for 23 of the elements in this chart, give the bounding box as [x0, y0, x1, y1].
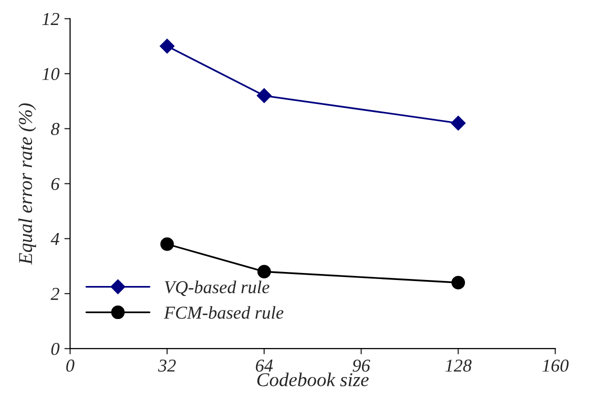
- legend-label: FCM-based rule: [164, 306, 284, 319]
- y-tick-label: 0: [51, 342, 60, 356]
- y-tick-label: 8: [51, 122, 60, 136]
- y-tick-label: 2: [50, 288, 60, 300]
- x-tick-label: 160: [542, 360, 569, 372]
- point: [256, 88, 272, 104]
- y-tick-label: 4: [50, 233, 60, 245]
- y-tick-label: 6: [51, 178, 60, 190]
- point: [160, 38, 175, 54]
- point: [450, 116, 466, 131]
- y-tick-label: 10: [42, 68, 60, 80]
- x-tick-label: 96: [352, 360, 370, 372]
- x-axis-title: Codebook size: [257, 372, 369, 386]
- legend-label: VQ-based rule: [164, 280, 270, 296]
- x-tick-label: 128: [445, 360, 472, 372]
- x-tick-label: 64: [256, 360, 273, 372]
- point: [257, 264, 271, 278]
- point: [451, 276, 466, 290]
- y-tick-label: 12: [42, 12, 60, 25]
- x-tick-label: 32: [158, 360, 176, 372]
- x-tick-label: 0: [66, 360, 74, 372]
- point: [160, 237, 174, 251]
- y-axis-title: Equal error rate (%): [18, 103, 36, 265]
